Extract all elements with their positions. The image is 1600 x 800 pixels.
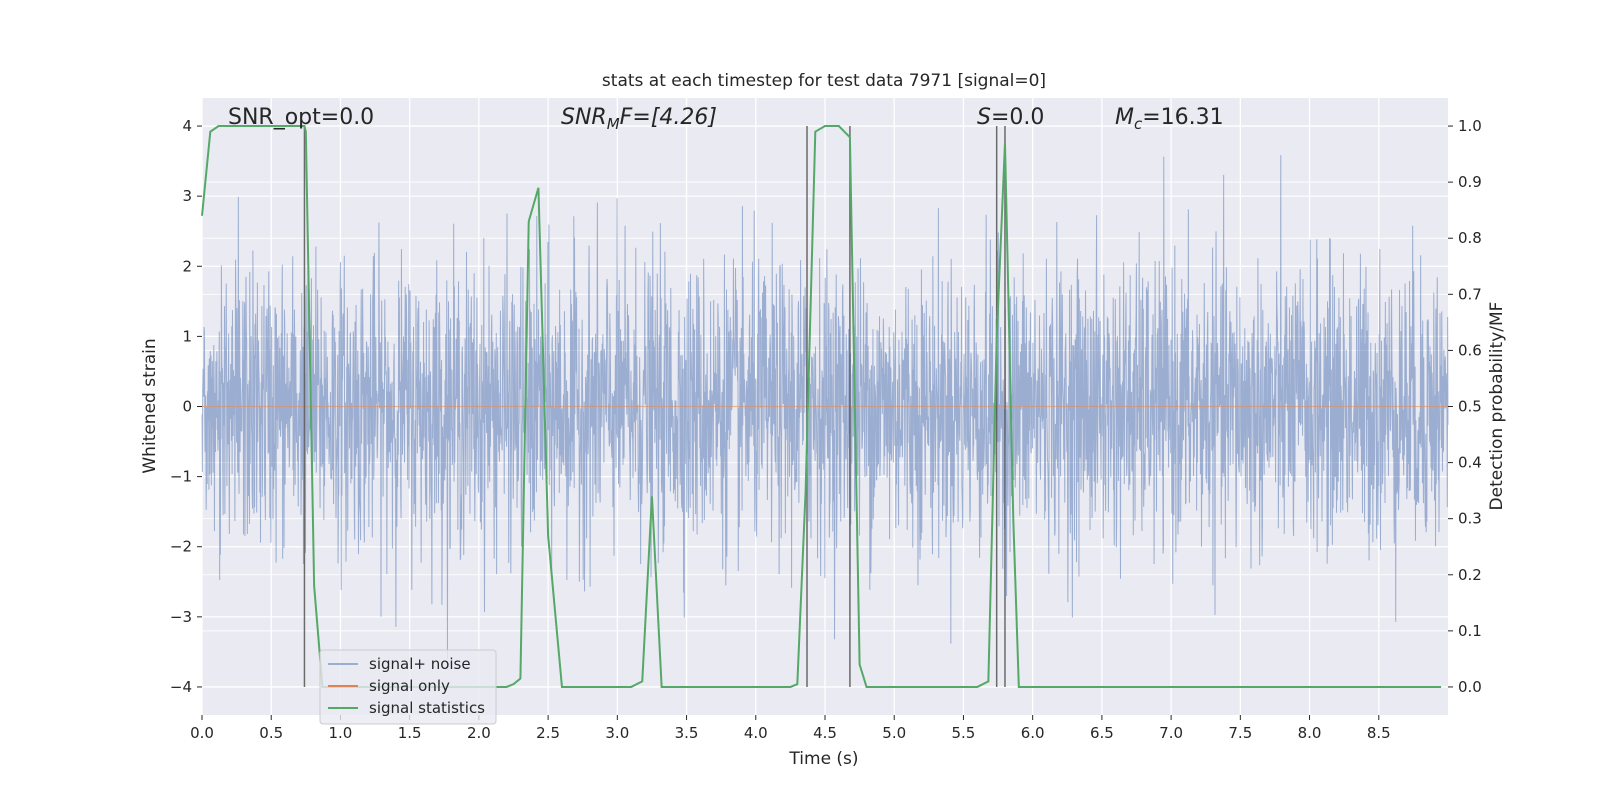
y-right-tick-label: 1.0 [1458, 117, 1482, 135]
legend-label-signal-only: signal only [369, 677, 450, 695]
legend-label-signal-noise: signal+ noise [369, 655, 471, 673]
y-left-tick-label: 0 [182, 398, 192, 416]
x-tick-label: 6.5 [1090, 724, 1114, 742]
x-tick-label: 5.0 [882, 724, 906, 742]
signal-statistics-series [201, 125, 1442, 688]
x-tick-label: 4.0 [744, 724, 768, 742]
annotation-s-rest: =0.0 [991, 105, 1044, 130]
x-tick-label: 7.0 [1159, 724, 1183, 742]
y-right-tick-label: 0.6 [1458, 341, 1482, 359]
annotation-mc-base: M [1115, 105, 1134, 130]
x-tick-label: 2.0 [467, 724, 491, 742]
x-tick-label: 1.5 [398, 724, 422, 742]
y-axis-left-ticks: 4 3 2 1 0 −1 −2 −3 −4 [170, 117, 202, 696]
y-right-tick-label: 0.7 [1458, 285, 1482, 303]
x-tick-label: 8.5 [1367, 724, 1391, 742]
y-right-tick-label: 0.8 [1458, 229, 1482, 247]
legend-label-signal-statistics: signal statistics [369, 699, 485, 717]
x-tick-label: 8.0 [1298, 724, 1322, 742]
y-right-tick-label: 0.3 [1458, 510, 1482, 528]
annotation-mc-rest: =16.31 [1142, 105, 1223, 130]
x-tick-label: 2.5 [536, 724, 560, 742]
annotation-snr-mf-base: SNR [561, 105, 607, 130]
annotation-snr-mf: SNRMF=[4.26] [561, 105, 717, 133]
y-axis-right-ticks: 1.0 0.9 0.8 0.7 0.6 0.5 0.4 0.3 0.2 0.1 0.0 [1448, 117, 1482, 696]
x-tick-label: 3.5 [675, 724, 699, 742]
x-tick-label: 4.5 [813, 724, 837, 742]
y-left-tick-label: 2 [182, 257, 192, 275]
signal-noise-series [201, 155, 1449, 659]
y-axis-left-label: Whitened strain [140, 338, 160, 473]
annotation-snr-mf-sub: M [607, 115, 620, 133]
x-tick-label: 7.5 [1228, 724, 1252, 742]
legend-box [319, 649, 497, 725]
x-axis-ticks: 0.0 0.5 1.0 1.5 2.0 2.5 3.0 3.5 4.0 4.5 5.0 5.5 6.0 6… [190, 715, 1391, 742]
annotation-mc: Mc=16.31 [1115, 105, 1224, 133]
x-tick-label: 5.5 [952, 724, 976, 742]
annotation-s-base: S [977, 105, 991, 130]
x-tick-label: 1.0 [329, 724, 353, 742]
y-left-tick-label: −2 [170, 538, 192, 556]
signal-statistics-line [201, 125, 1442, 688]
y-right-tick-label: 0.9 [1458, 173, 1482, 191]
x-tick-label: 0.5 [259, 724, 283, 742]
x-tick-label: 0.0 [190, 724, 214, 742]
annotation-s: S=0.0 [977, 105, 1044, 130]
y-right-tick-label: 0.5 [1458, 398, 1482, 416]
y-left-tick-label: −4 [170, 678, 192, 696]
annotation-mc-sub: c [1134, 115, 1143, 133]
y-right-tick-label: 0.0 [1458, 678, 1482, 696]
annotation-snr-mf-rest: F=[4.26] [620, 105, 717, 130]
legend: signal+ noise signal only signal statist… [319, 649, 497, 725]
y-axis-right-label: Detection probability/MF [1487, 302, 1507, 511]
y-right-tick-label: 0.4 [1458, 454, 1482, 472]
y-left-tick-label: 4 [182, 117, 192, 135]
x-tick-label: 6.0 [1021, 724, 1045, 742]
y-right-tick-label: 0.1 [1458, 622, 1482, 640]
y-left-tick-label: −1 [170, 468, 192, 486]
chart-title: stats at each timestep for test data 797… [602, 71, 1046, 91]
annotation-snr-opt: SNR_opt=0.0 [228, 105, 374, 130]
y-left-tick-label: −3 [170, 608, 192, 626]
signal-noise-line [201, 155, 1449, 659]
x-axis-label: Time (s) [788, 749, 858, 769]
y-left-tick-label: 1 [182, 327, 192, 345]
y-right-tick-label: 0.2 [1458, 566, 1482, 584]
x-tick-label: 3.0 [605, 724, 629, 742]
y-left-tick-label: 3 [182, 187, 192, 205]
